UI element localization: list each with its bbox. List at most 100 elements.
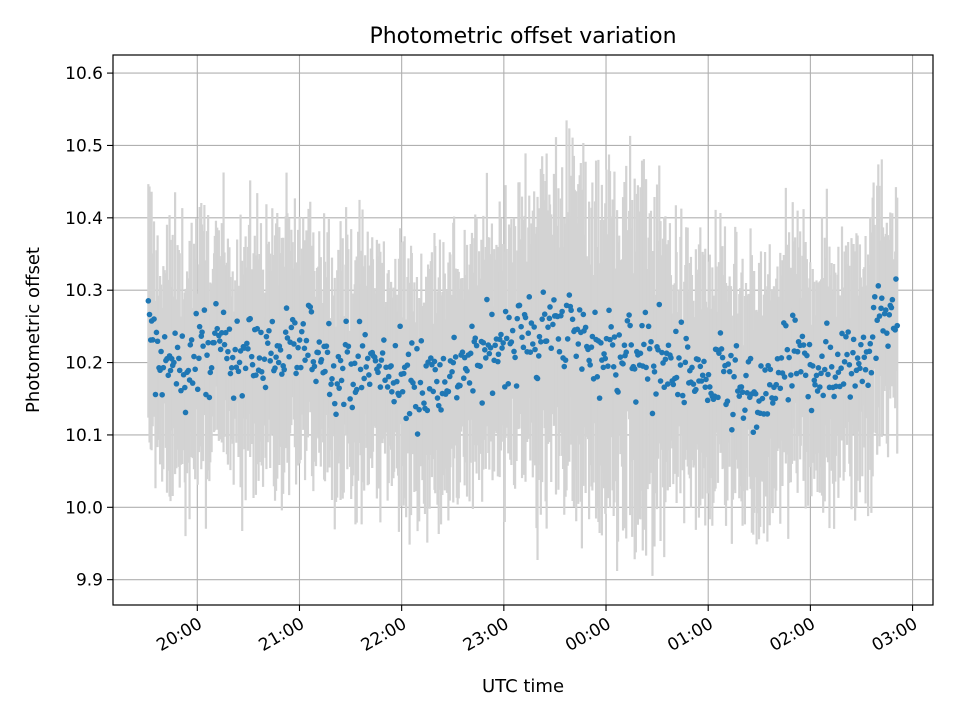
data-point bbox=[750, 429, 757, 436]
data-point bbox=[689, 364, 695, 371]
data-point bbox=[430, 388, 437, 395]
data-point bbox=[192, 366, 198, 373]
data-point bbox=[813, 372, 820, 379]
data-point bbox=[381, 337, 387, 343]
data-point bbox=[224, 355, 230, 362]
data-point bbox=[291, 341, 297, 347]
y-axis-label: Photometric offset bbox=[23, 247, 44, 413]
data-point bbox=[773, 381, 780, 388]
data-point bbox=[508, 339, 515, 345]
data-point bbox=[384, 384, 391, 390]
data-point bbox=[305, 352, 311, 359]
data-point bbox=[165, 372, 172, 379]
data-point bbox=[205, 339, 211, 346]
data-point bbox=[656, 301, 663, 308]
data-point bbox=[355, 353, 361, 360]
data-point bbox=[662, 356, 669, 363]
data-point bbox=[624, 317, 631, 324]
data-point bbox=[528, 320, 535, 326]
data-point bbox=[421, 400, 427, 406]
data-point bbox=[505, 381, 512, 387]
data-point bbox=[868, 369, 875, 376]
data-point bbox=[650, 363, 657, 369]
data-point bbox=[266, 327, 272, 334]
data-point bbox=[293, 370, 299, 377]
data-point bbox=[182, 409, 189, 416]
data-point bbox=[357, 366, 364, 373]
data-point bbox=[569, 316, 576, 323]
data-point bbox=[894, 322, 901, 329]
data-point bbox=[664, 381, 671, 387]
data-point bbox=[495, 358, 501, 365]
data-point bbox=[151, 316, 157, 322]
data-point bbox=[316, 339, 323, 345]
data-point bbox=[242, 365, 249, 372]
data-point bbox=[466, 380, 473, 386]
data-point bbox=[520, 344, 527, 351]
data-point bbox=[690, 381, 697, 387]
data-point bbox=[730, 411, 736, 418]
data-point bbox=[575, 341, 582, 347]
data-point bbox=[871, 293, 878, 300]
data-point bbox=[789, 312, 796, 319]
data-point bbox=[366, 372, 372, 378]
data-point bbox=[850, 349, 856, 356]
data-point bbox=[551, 297, 557, 303]
data-point bbox=[783, 322, 789, 329]
data-point bbox=[545, 324, 551, 330]
data-point bbox=[359, 343, 366, 349]
data-point bbox=[678, 319, 685, 325]
data-point bbox=[350, 381, 356, 388]
data-point bbox=[641, 341, 647, 348]
data-point bbox=[239, 393, 246, 399]
data-point bbox=[657, 378, 664, 384]
data-point bbox=[831, 393, 837, 400]
data-point bbox=[178, 387, 184, 394]
data-point bbox=[152, 391, 159, 398]
data-point bbox=[482, 347, 488, 353]
data-point bbox=[171, 359, 177, 366]
data-point bbox=[193, 310, 199, 317]
data-point bbox=[296, 337, 303, 343]
data-point bbox=[889, 296, 896, 303]
data-point bbox=[888, 304, 895, 311]
data-point bbox=[752, 391, 759, 397]
data-point bbox=[506, 314, 512, 321]
data-point bbox=[731, 373, 737, 380]
data-point bbox=[848, 370, 855, 377]
y-tick-label: 9.9 bbox=[76, 571, 103, 591]
data-point bbox=[605, 363, 611, 369]
data-point bbox=[460, 375, 467, 382]
data-point bbox=[846, 361, 853, 368]
data-point bbox=[568, 307, 574, 314]
data-point bbox=[747, 355, 754, 362]
data-point bbox=[802, 372, 809, 379]
data-point bbox=[665, 342, 672, 349]
data-point bbox=[263, 333, 270, 340]
data-point bbox=[220, 309, 227, 316]
data-point bbox=[610, 363, 617, 370]
data-point bbox=[580, 311, 587, 318]
data-point bbox=[789, 383, 795, 389]
data-point bbox=[536, 333, 543, 340]
data-point bbox=[414, 345, 420, 352]
data-point bbox=[701, 358, 707, 365]
data-point bbox=[674, 391, 681, 398]
data-point bbox=[334, 381, 341, 387]
data-point bbox=[866, 348, 873, 355]
data-point bbox=[794, 348, 801, 355]
data-point bbox=[823, 338, 829, 345]
data-point bbox=[732, 357, 739, 363]
data-point bbox=[158, 348, 164, 355]
data-point bbox=[854, 355, 861, 361]
data-point bbox=[176, 355, 182, 362]
data-point bbox=[279, 371, 285, 377]
data-point bbox=[620, 361, 626, 367]
data-point bbox=[538, 339, 544, 345]
data-point bbox=[856, 360, 862, 367]
data-point bbox=[452, 354, 459, 360]
data-point bbox=[345, 343, 352, 350]
data-point bbox=[764, 411, 771, 417]
data-point bbox=[621, 342, 628, 349]
data-point bbox=[318, 356, 325, 363]
